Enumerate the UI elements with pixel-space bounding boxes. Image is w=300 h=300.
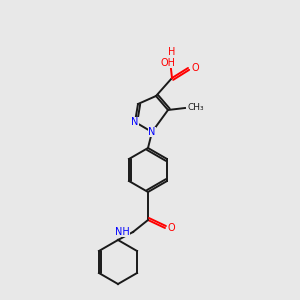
Text: OH: OH: [160, 58, 175, 68]
Text: O: O: [191, 63, 199, 73]
Text: NH: NH: [115, 227, 130, 237]
Text: N: N: [131, 117, 139, 127]
Text: CH₃: CH₃: [188, 103, 205, 112]
Text: N: N: [148, 127, 156, 137]
Text: O: O: [168, 223, 176, 233]
Text: H: H: [168, 47, 176, 57]
